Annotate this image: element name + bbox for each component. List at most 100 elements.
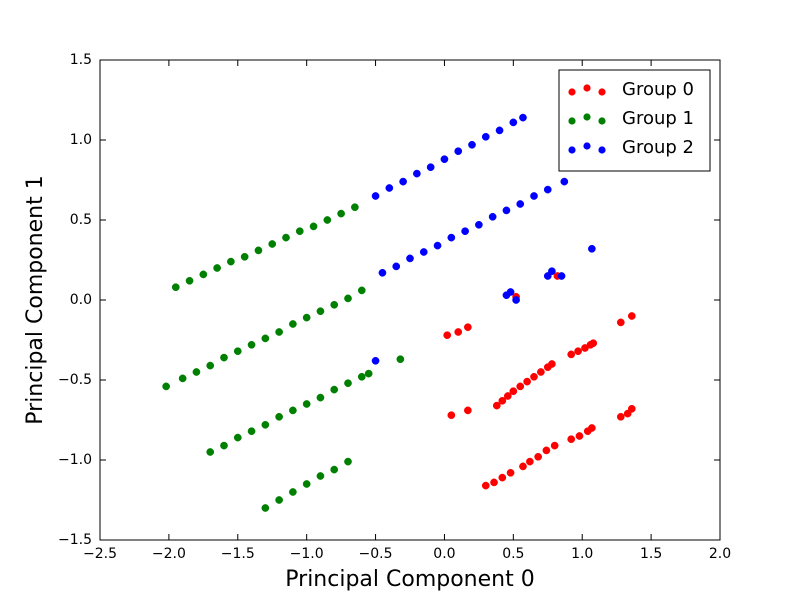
scatter-point	[171, 283, 180, 292]
legend-marker	[583, 142, 591, 150]
scatter-point	[519, 462, 527, 471]
x-tick-label: −1.0	[290, 546, 324, 562]
scatter-point	[543, 185, 552, 194]
scatter-point	[247, 427, 256, 436]
y-axis-label: Principal Component 1	[23, 175, 48, 424]
scatter-point	[240, 252, 249, 261]
y-tick-label: 1.5	[70, 52, 92, 68]
scatter-point	[481, 481, 490, 490]
y-tick-label: −1.0	[58, 452, 92, 468]
scatter-point	[371, 356, 380, 365]
scatter-point	[261, 420, 270, 429]
scatter-point	[220, 353, 228, 362]
scatter-point	[199, 270, 208, 279]
scatter-point	[233, 433, 242, 442]
scatter-point	[627, 404, 636, 413]
legend-marker	[568, 117, 576, 125]
scatter-point	[344, 457, 352, 466]
scatter-point	[385, 184, 394, 192]
scatter-point	[399, 177, 407, 186]
scatter-point	[588, 424, 596, 432]
scatter-point	[426, 163, 435, 172]
scatter-point	[330, 300, 339, 309]
scatter-point	[396, 355, 405, 364]
scatter-point	[440, 155, 449, 164]
x-tick-label: −0.5	[359, 546, 393, 562]
scatter-point	[512, 296, 520, 304]
y-tick-label: 0.5	[70, 212, 92, 228]
scatter-point	[162, 382, 170, 391]
scatter-point	[275, 412, 283, 421]
scatter-point	[588, 244, 596, 253]
scatter-point	[526, 457, 534, 466]
scatter-point	[268, 240, 277, 248]
scatter-point	[295, 227, 304, 236]
scatter-point	[309, 222, 318, 231]
scatter-point	[392, 262, 401, 271]
scatter-point	[443, 331, 452, 340]
legend-marker	[598, 88, 606, 96]
scatter-point	[302, 480, 311, 488]
scatter-point	[330, 385, 339, 394]
scatter-point	[567, 435, 576, 444]
scatter-point	[357, 286, 366, 295]
scatter-point	[316, 393, 325, 402]
scatter-point	[261, 504, 270, 512]
scatter-point	[475, 220, 483, 229]
scatter-point	[548, 267, 556, 276]
x-tick-label: 0.0	[433, 546, 455, 562]
scatter-point	[468, 140, 476, 149]
scatter-point	[275, 496, 283, 504]
scatter-point	[454, 147, 463, 156]
scatter-point	[282, 233, 290, 242]
scatter-point	[575, 432, 584, 440]
x-tick-label: −2.0	[152, 546, 186, 562]
scatter-point	[492, 401, 501, 410]
x-tick-label: −1.5	[221, 546, 255, 562]
scatter-point	[550, 441, 559, 450]
scatter-point	[537, 368, 545, 376]
scatter-point	[616, 318, 625, 327]
scatter-point	[523, 377, 531, 386]
scatter-point	[178, 374, 187, 383]
scatter-point	[275, 328, 283, 336]
scatter-point	[371, 192, 380, 200]
scatter-point	[589, 339, 598, 348]
scatter-point	[351, 203, 359, 212]
scatter-point	[506, 288, 515, 296]
scatter-point	[498, 473, 507, 482]
scatter-point	[185, 276, 194, 285]
scatter-point	[213, 264, 221, 272]
legend-label: Group 2	[622, 137, 694, 158]
legend-marker	[583, 84, 591, 92]
scatter-point	[488, 212, 497, 221]
scatter-point	[534, 452, 542, 461]
scatter-point	[206, 361, 215, 370]
scatter-point	[530, 192, 538, 200]
scatter-point	[302, 313, 311, 322]
scatter-point	[519, 113, 527, 122]
scatter-point	[247, 340, 256, 349]
plot-frame	[99, 59, 721, 541]
scatter-point	[406, 254, 414, 263]
scatter-point	[616, 412, 625, 421]
scatter-point	[254, 246, 263, 255]
scatter-point	[495, 126, 504, 135]
scatter-point	[627, 312, 636, 320]
scatter-point	[378, 268, 387, 277]
scatter-point	[323, 216, 332, 224]
scatter-point	[316, 472, 325, 480]
scatter-point	[464, 406, 472, 415]
scatter-point	[227, 257, 235, 266]
scatter-point	[461, 227, 469, 236]
x-axis-label: Principal Component 0	[285, 567, 534, 592]
scatter-point	[220, 441, 228, 450]
scatter-point	[344, 294, 352, 303]
legend-marker	[568, 146, 576, 154]
scatter-point	[433, 241, 442, 250]
scatter-point	[419, 248, 428, 256]
legend-marker	[568, 88, 576, 96]
x-tick-label: 1.0	[571, 546, 593, 562]
scatter-point	[506, 468, 515, 477]
